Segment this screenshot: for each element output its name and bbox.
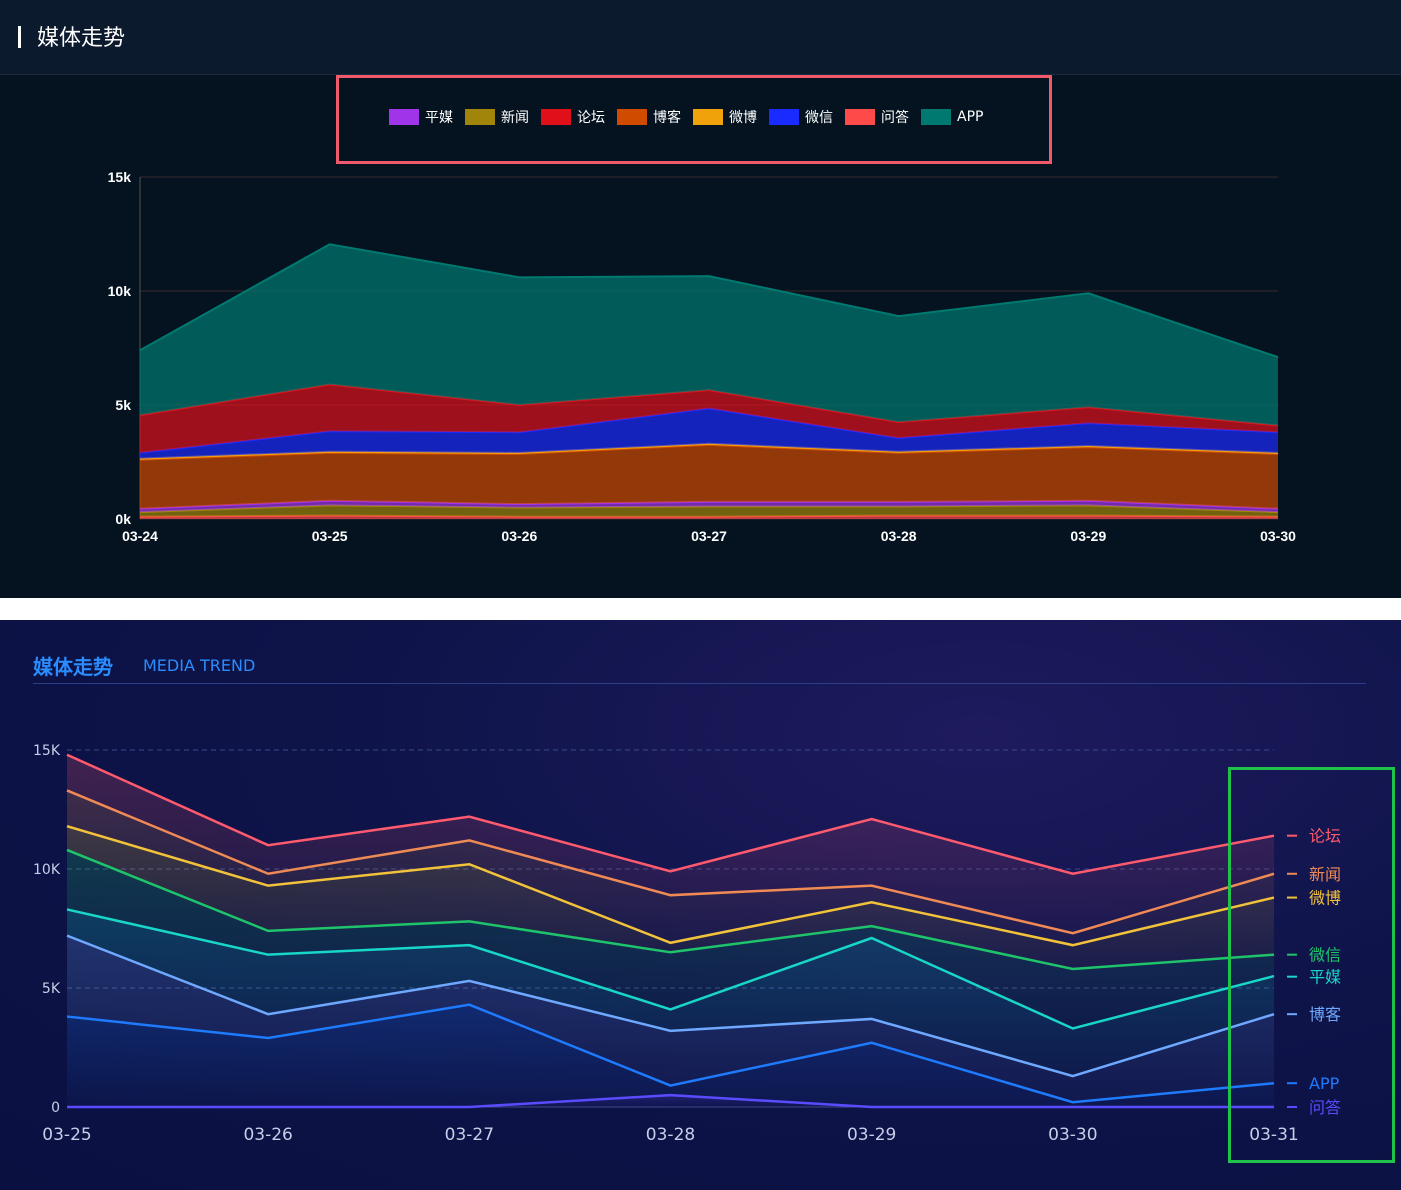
legend-item[interactable]: 微信: [769, 107, 833, 127]
y-tick-label: 10K: [33, 862, 61, 878]
x-tick-label: 03-28: [646, 1125, 695, 1145]
area-论坛: [140, 384, 1278, 453]
legend-label: 微博: [1309, 889, 1341, 908]
legend-label: 新闻: [1309, 865, 1341, 884]
y-tick-label: 15K: [33, 743, 61, 759]
legend-label: 平媒: [1309, 968, 1341, 987]
x-tick-label: 03-31: [1249, 1125, 1298, 1145]
area-问答: [67, 1095, 1274, 1107]
chart-legend: 平媒 新闻 论坛 博客 微博 微信 问答 APP: [389, 107, 995, 127]
legend-item[interactable]: 平媒: [389, 107, 453, 127]
x-tick-label: 03-28: [881, 528, 917, 544]
x-tick-label: 03-30: [1260, 528, 1296, 544]
area-微博: [67, 826, 1274, 969]
x-tick-label: 03-26: [243, 1125, 292, 1145]
legend-label: 论坛: [1309, 827, 1341, 846]
media-trend-panel-space: 媒体走势 MEDIA TREND 0 5K 10K 15K 03-25 03-26 03-2…: [0, 620, 1401, 1190]
x-tick-label: 03-29: [847, 1125, 896, 1145]
panel-header: 媒体走势: [0, 0, 1401, 75]
panel-title: 媒体走势: [33, 655, 113, 679]
area-APP: [140, 244, 1278, 426]
legend-label: 平媒: [425, 110, 453, 126]
panel-subtitle: MEDIA TREND: [143, 656, 256, 675]
area-博客: [140, 444, 1278, 509]
legend-label: 论坛: [577, 110, 605, 126]
stacked-area-chart-1: 0k 5k 10k 15k 03-24 03-25 03-26 03-27 03-28 03-29…: [108, 169, 1296, 544]
line-论坛: [66, 753, 1275, 876]
legend-swatch: [541, 109, 571, 125]
legend-item[interactable]: 新闻: [465, 107, 529, 127]
x-tick-label: 03-29: [1070, 528, 1106, 544]
legend-label: APP: [957, 109, 984, 125]
legend-item[interactable]: 问答: [845, 107, 909, 127]
legend-item[interactable]: 微博: [693, 107, 757, 127]
legend-swatch: [769, 109, 799, 125]
legend-item[interactable]: 论坛: [541, 107, 605, 127]
x-tick-label: 03-27: [445, 1125, 494, 1145]
line-问答: [67, 1093, 1274, 1109]
legend-highlight-box: [336, 75, 1052, 164]
line-微信: [66, 848, 1275, 971]
media-trend-panel-dark: 媒体走势 0k 5k 10k 15k 03-24 03-25 03-26 03-27 03-28…: [0, 0, 1401, 598]
legend-label: 微博: [729, 110, 757, 126]
line-博客: [66, 934, 1275, 1078]
line-APP: [139, 243, 1279, 359]
y-tick-label: 5K: [42, 981, 61, 997]
title-divider: [33, 683, 1366, 684]
x-tick-label: 03-30: [1048, 1125, 1097, 1145]
legend-swatch: [617, 109, 647, 125]
line-平媒: [66, 908, 1275, 1030]
y-tick-label: 15k: [108, 169, 132, 185]
title-accent-bar: [18, 26, 21, 48]
legend-label: 微信: [805, 110, 833, 126]
legend-swatch: [693, 109, 723, 125]
line-新闻: [66, 789, 1275, 935]
area-平媒: [140, 500, 1278, 513]
x-tick-label: 03-25: [312, 528, 348, 544]
legend-label: 博客: [1309, 1005, 1341, 1024]
area-新闻: [140, 505, 1278, 517]
legend-label: 博客: [653, 110, 681, 126]
panel-title: 媒体走势: [37, 26, 126, 51]
line-APP: [66, 1003, 1275, 1104]
legend-label: 微信: [1309, 946, 1341, 965]
area-论坛: [67, 754, 1274, 934]
y-tick-label: 5k: [115, 397, 131, 413]
y-tick-label: 10k: [108, 283, 132, 299]
stacked-area-chart-2: 0 5K 10K 15K 03-25 03-26 03-27 03-28 03-29 03-30 0…: [33, 743, 1341, 1145]
legend-swatch: [465, 109, 495, 125]
x-tick-label: 03-26: [501, 528, 537, 544]
area-APP: [67, 1004, 1274, 1107]
legend-swatch: [845, 109, 875, 125]
legend-swatch: [389, 109, 419, 125]
legend-label: 问答: [881, 110, 909, 126]
x-tick-label: 03-27: [691, 528, 727, 544]
area-微信: [67, 849, 1274, 1029]
x-tick-label: 03-25: [42, 1125, 91, 1145]
legend-swatch: [921, 109, 951, 125]
y-tick-label: 0k: [115, 511, 131, 527]
legend-label: APP: [1309, 1074, 1340, 1093]
y-tick-label: 0: [51, 1100, 60, 1116]
area-微信: [140, 408, 1278, 459]
x-tick-label: 03-24: [122, 528, 158, 544]
legend-item[interactable]: 博客: [617, 107, 681, 127]
line-微博: [66, 824, 1275, 947]
legend-label: 问答: [1309, 1098, 1341, 1117]
area-博客: [67, 935, 1274, 1103]
legend-highlight-box: [1228, 767, 1395, 1163]
legend-item[interactable]: APP: [921, 109, 983, 125]
legend-label: 新闻: [501, 110, 529, 126]
